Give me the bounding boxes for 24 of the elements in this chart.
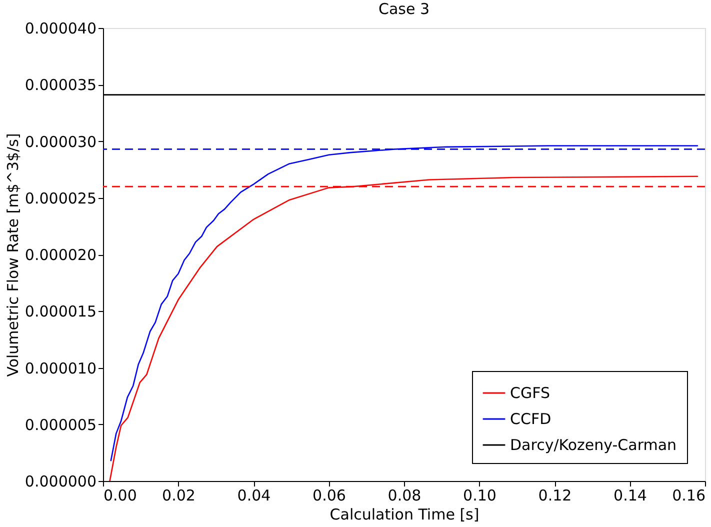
x-tick-label: 0.02 — [162, 486, 196, 504]
y-tick-label: 0.000005 — [24, 416, 96, 434]
x-tick-label: 0.08 — [388, 486, 422, 504]
x-tick-label: 0.00 — [104, 486, 137, 504]
x-tick-label: 0.10 — [463, 486, 496, 504]
y-tick-label: 0.000000 — [24, 472, 96, 490]
y-tick-label: 0.000010 — [24, 359, 96, 378]
legend-label: CCFD — [510, 410, 552, 428]
x-axis-title: Calculation Time [s] — [330, 506, 480, 524]
y-tick-label: 0.000025 — [24, 189, 96, 208]
y-tick-label: 0.000030 — [24, 132, 96, 151]
x-tick-label: 0.04 — [237, 486, 271, 504]
y-tick-label: 0.000040 — [24, 20, 96, 38]
x-tick-label: 0.14 — [614, 486, 647, 504]
legend-label: Darcy/Kozeny-Carman — [510, 436, 677, 454]
y-tick-label: 0.000035 — [24, 76, 96, 94]
x-tick-label: 0.16 — [672, 486, 706, 504]
legend-label: CGFS — [510, 384, 550, 402]
y-tick-label: 0.000020 — [24, 246, 96, 264]
x-tick-label: 0.12 — [538, 486, 572, 504]
y-tick-label: 0.000015 — [24, 302, 96, 321]
chart-title: Case 3 — [378, 0, 430, 18]
x-tick-label: 0.06 — [312, 486, 346, 504]
y-axis-title: Volumetric Flow Rate [m$^3$/s] — [4, 133, 22, 377]
